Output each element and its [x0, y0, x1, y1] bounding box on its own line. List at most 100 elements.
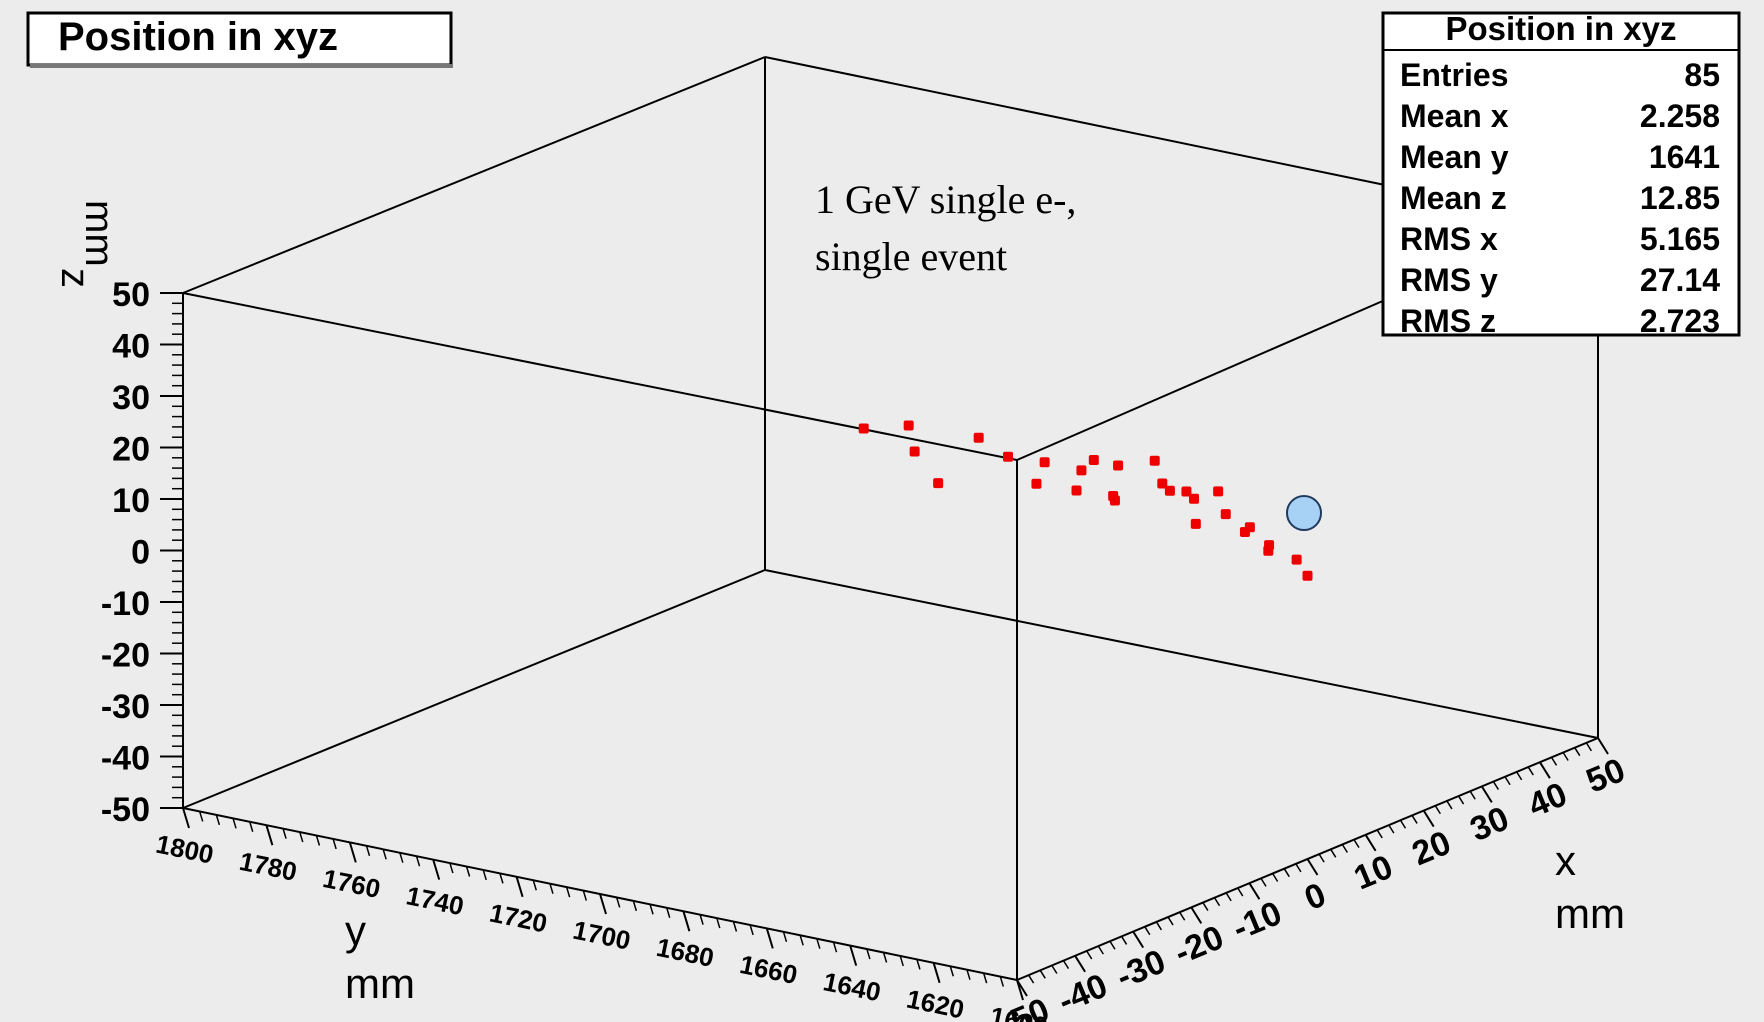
y-minor-tick	[666, 907, 671, 918]
x-minor-tick	[1318, 853, 1325, 863]
x-minor-tick	[1202, 902, 1209, 911]
y-tick-mark	[432, 859, 441, 880]
x-minor-tick	[1457, 795, 1465, 805]
x-minor-tick	[1574, 747, 1581, 757]
y-minor-tick	[549, 883, 554, 894]
y-minor-tick	[699, 914, 704, 925]
z-axis-unit: mm	[77, 200, 121, 267]
y-minor-tick	[882, 952, 888, 963]
y-minor-tick	[315, 835, 321, 846]
y-minor-tick	[615, 897, 621, 908]
z-ticks: 50 40 30 20 10 0 -10 -20 -30 -40 -50	[101, 276, 183, 829]
x-minor-tick	[1179, 911, 1186, 921]
chart-title-box: Position in xyz	[26, 11, 453, 68]
z-tick-label: 50	[112, 276, 150, 314]
y-minor-tick	[215, 814, 221, 826]
x-minor-tick	[1237, 887, 1244, 897]
y-minor-tick	[365, 845, 371, 857]
y-minor-tick	[499, 873, 504, 884]
y-minor-tick	[649, 904, 654, 915]
y-tick-mark	[515, 876, 524, 898]
data-point	[1071, 485, 1082, 496]
data-point	[1302, 570, 1313, 581]
stats-row-value: 27.14	[1640, 262, 1720, 298]
x-minor-tick	[1411, 815, 1418, 824]
data-point	[1088, 455, 1099, 465]
y-minor-tick	[732, 921, 738, 932]
x-minor-tick	[1120, 936, 1128, 945]
x-minor-tick	[1516, 771, 1523, 781]
x-minor-tick	[1027, 974, 1035, 984]
y-minor-tick	[465, 866, 471, 877]
box-edge	[764, 56, 1386, 186]
x-minor-tick	[1144, 926, 1151, 936]
y-minor-tick	[816, 938, 821, 949]
stats-row-value: 2.723	[1640, 303, 1720, 339]
x-minor-tick	[1469, 790, 1476, 800]
stats-row-value: 12.85	[1640, 180, 1720, 216]
x-minor-tick	[1097, 945, 1104, 955]
x-minor-tick	[1051, 965, 1058, 974]
stats-row-label: RMS z	[1400, 303, 1496, 339]
y-minor-tick	[716, 917, 721, 929]
z-tick-label: -40	[101, 740, 150, 778]
stats-row-label: Mean x	[1400, 98, 1509, 134]
data-point	[1031, 478, 1042, 489]
y-tick-mark	[182, 807, 190, 829]
data-point	[1220, 509, 1231, 520]
y-minor-tick	[799, 935, 804, 946]
y-minor-tick	[966, 969, 971, 980]
data-point	[973, 432, 984, 443]
y-tick-mark	[599, 893, 607, 915]
x-tick-mark	[1016, 979, 1028, 997]
x-minor-tick	[1376, 829, 1383, 839]
y-minor-tick	[415, 855, 421, 867]
y-minor-tick	[999, 976, 1005, 987]
y-tick-mark	[348, 842, 357, 863]
z-tick-label: -10	[101, 585, 150, 623]
annotation-line-1: 1 GeV single e-,	[815, 177, 1076, 222]
data-point	[1076, 465, 1087, 476]
y-tick-mark	[932, 962, 941, 984]
x-minor-tick	[1330, 848, 1337, 858]
x-tick-mark	[1306, 858, 1319, 876]
y-minor-tick	[382, 849, 387, 860]
x-tick-mark	[1190, 906, 1203, 924]
z-tick-label: -20	[101, 637, 150, 675]
x-minor-tick	[1341, 844, 1348, 853]
x-minor-tick	[1399, 819, 1407, 829]
stats-box-title: Position in xyz	[1445, 10, 1676, 47]
y-tick-mark	[849, 945, 858, 966]
data-point	[1113, 460, 1124, 471]
stats-row-label: Mean y	[1400, 139, 1509, 175]
x-minor-tick	[1550, 756, 1558, 766]
data-point	[1190, 518, 1201, 529]
z-tick-label: 10	[112, 482, 150, 520]
data-point	[1157, 478, 1168, 489]
data-point	[1164, 485, 1175, 496]
data-point	[933, 478, 944, 489]
data-point	[1264, 540, 1275, 551]
x-minor-tick	[1155, 921, 1163, 931]
data-point	[1291, 554, 1302, 565]
y-minor-tick	[232, 818, 237, 829]
x-tick-mark	[1248, 882, 1261, 900]
y-minor-tick	[332, 838, 337, 850]
x-minor-tick	[1585, 742, 1593, 752]
z-tick-label: 40	[112, 328, 150, 366]
stats-row-label: RMS y	[1400, 262, 1498, 298]
x-minor-tick	[1295, 863, 1302, 873]
stats-box: Position in xyz Entries 85 Mean x 2.258 Mean…	[1381, 10, 1741, 339]
stats-row-label: RMS x	[1400, 221, 1498, 257]
x-minor-tick	[1225, 892, 1232, 902]
y-minor-tick	[632, 900, 638, 912]
y-tick-mark	[682, 910, 691, 932]
x-minor-tick	[1504, 776, 1511, 786]
y-minor-tick	[198, 811, 204, 822]
data-point	[1244, 522, 1255, 533]
x-minor-tick	[1213, 897, 1221, 907]
x-tick-mark	[1597, 737, 1609, 755]
y-minor-tick	[899, 955, 904, 967]
box-edge	[182, 56, 766, 294]
y-minor-tick	[866, 948, 871, 960]
